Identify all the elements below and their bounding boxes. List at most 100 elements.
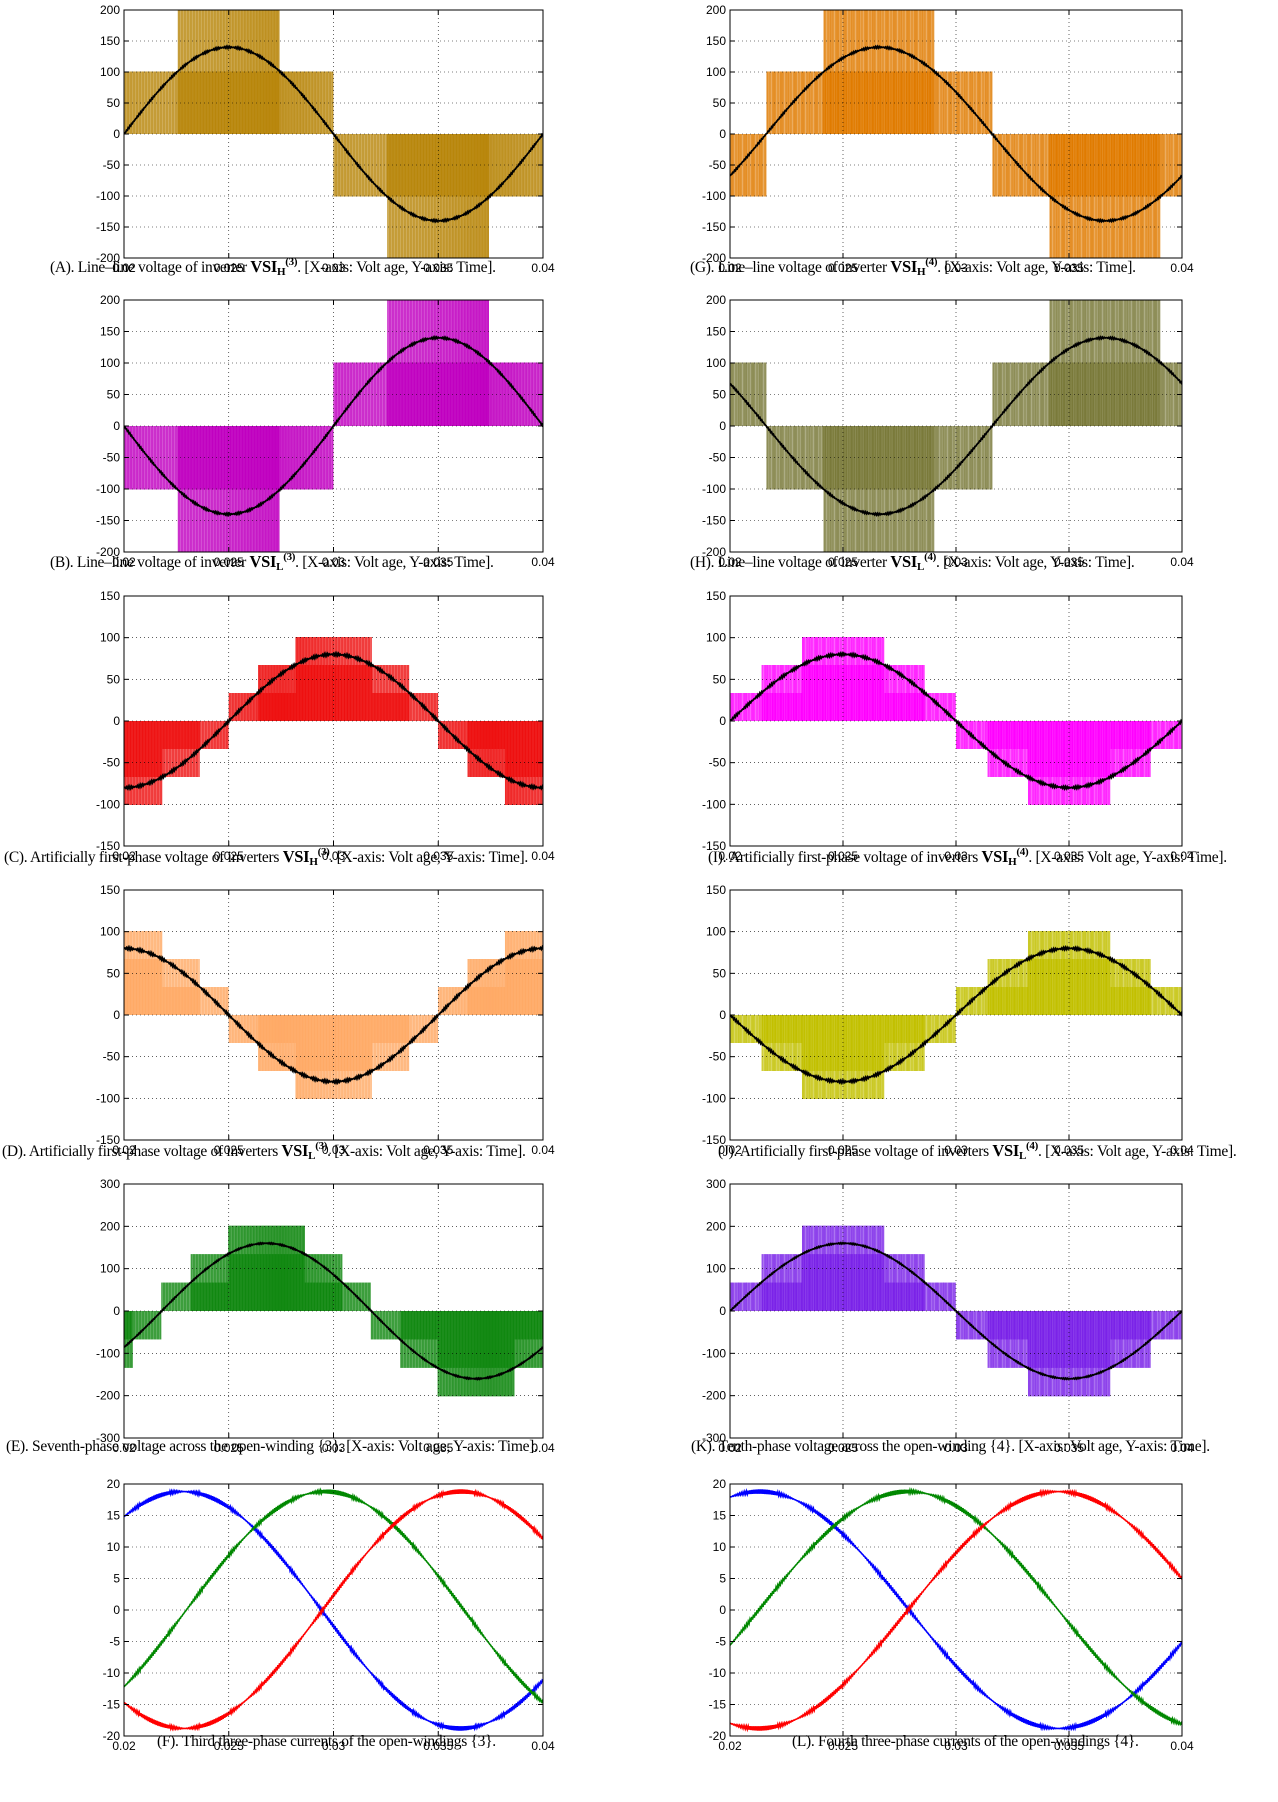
y-tick-label: 0 [113, 714, 120, 728]
y-tick-label: -150 [96, 220, 120, 234]
chart-svg-C: 0.02 0.025 0.03 0.035 0.04 -150 -100 -50 0 50 100 1… [96, 589, 555, 863]
caption-G: (G). Line–line voltage of inverter VSIH(… [690, 256, 1136, 278]
chart-svg-I: 0.02 0.025 0.03 0.035 0.04-150-100-500501001… [702, 589, 1194, 863]
pwm-band [124, 637, 543, 805]
chart-I: 0.02 0.025 0.03 0.035 0.04 -150 -100 -50 0 50 100 1… [684, 586, 1202, 866]
caption-sup: (3) [285, 256, 298, 268]
x-tick-label: 0.02 [112, 555, 136, 569]
y-tick-label: -150 [96, 839, 120, 853]
x-tick-label: 0.03 [322, 555, 346, 569]
caption-H: (H). Line–line voltage of inverter VSIL(… [690, 551, 1135, 573]
caption-sub: L [917, 561, 925, 573]
y-tick-label: -100 [96, 189, 120, 203]
x-tick-label: 0.035 [423, 555, 453, 569]
caption-vsi: VSI [890, 552, 918, 571]
chart-B: 0.02 0.025 0.03 0.035 0.04 -200 -150 -100 -50 0 50… [78, 290, 563, 572]
chart-svg-A: 0.02 0.025 0.03 0.035 0.04 -200 -150 -100 -50 0 50… [96, 3, 555, 275]
x-tick-label: 0.03 [322, 261, 346, 275]
y-tick-label: 150 [100, 34, 120, 48]
caption-B: (B). Line–line voltage of inverter VSIL(… [50, 551, 494, 573]
plot-data [124, 300, 543, 552]
y-tick-label: 150 [100, 589, 120, 603]
y-tick-label: 50 [107, 96, 121, 110]
y-tick-label: 150 [706, 325, 726, 339]
caption-sup: (3) [283, 551, 296, 563]
y-tick-label: 0 [719, 419, 726, 433]
reference-sine [730, 335, 1182, 517]
y-tick-label: 0 [719, 127, 726, 141]
y-tick-label: -200 [96, 251, 120, 265]
reference-sine [730, 44, 1182, 224]
y-tick-label: 150 [100, 325, 120, 339]
y-tick-label: 0 [113, 419, 120, 433]
x-tick-label: 0.04 [531, 261, 555, 275]
y-tick-label: -200 [702, 545, 726, 559]
caption-vsi: VSI [250, 257, 278, 276]
x-tick-label: 0.025 [828, 261, 858, 275]
plot-data [124, 10, 543, 258]
y-tick-label: 100 [100, 356, 120, 370]
y-tick-label: 150 [706, 34, 726, 48]
y-tick-label: -50 [103, 756, 121, 770]
caption-sup: (4) [924, 551, 937, 563]
caption-sub: H [917, 266, 926, 278]
reference-sine [124, 44, 543, 224]
y-tick-label: 200 [100, 3, 120, 17]
x-tick-label: 0.04 [531, 555, 555, 569]
y-tick-label: 200 [706, 293, 726, 307]
x-tick-label: 0.025 [214, 261, 244, 275]
x-tick-label: 0.02 [112, 849, 136, 863]
caption-pre: (H). Line–line voltage of inverter [690, 554, 891, 571]
y-tick-label: -50 [709, 451, 727, 465]
caption-vsi: VSI [282, 847, 310, 866]
y-tick-label: 50 [713, 388, 727, 402]
plot-data [124, 637, 543, 805]
y-tick-label: 200 [100, 293, 120, 307]
x-tick-label: 0.035 [1054, 555, 1084, 569]
y-tick-label: 50 [107, 672, 121, 686]
caption-sub: L [276, 561, 284, 573]
y-tick-label: -150 [702, 220, 726, 234]
reference-sine [124, 650, 543, 792]
x-tick-label: 0.035 [423, 849, 453, 863]
x-tick-label: 0.04 [531, 849, 555, 863]
y-tick-label: -50 [709, 158, 727, 172]
caption-post: . [X-axis: Volt age, Y-axis: Time]. [936, 554, 1135, 571]
y-tick-label: 200 [706, 3, 726, 17]
chart-G: 0.02 0.025 0.03 0.035 0.04 -200 -150 -100 -50 0 50… [684, 0, 1202, 278]
x-tick-label: 0.04 [1170, 261, 1194, 275]
chart-svg-G: 0.02 0.025 0.03 0.035 0.04 -200 -150 -100 -50 0 50… [702, 3, 1194, 275]
y-tick-label: 100 [706, 65, 726, 79]
chart-svg-H: 0.02 0.025 0.03 0.035 0.04 -200 -150 -100 -50 0 50… [702, 293, 1194, 569]
chart-H: 0.02 0.025 0.03 0.035 0.04 -200 -150 -100 -50 0 50… [684, 290, 1202, 572]
chart-C: 0.02 0.025 0.03 0.035 0.04 -150 -100 -50 0 50 100 1… [78, 586, 563, 866]
y-tick-label: -100 [96, 482, 120, 496]
caption-pre: (B). Line–line voltage of inverter [50, 554, 250, 571]
y-tick-label: -50 [103, 158, 121, 172]
x-tick-label: 0.02 [718, 261, 742, 275]
plot-data [730, 637, 1182, 805]
y-tick-label: -100 [96, 797, 120, 811]
pwm-band [730, 300, 1182, 552]
chart-svg-B: 0.02 0.025 0.03 0.035 0.04 -200 -150 -100 -50 0 50… [96, 293, 555, 569]
x-tick-label: 0.02 [718, 555, 742, 569]
chart-A: 0.02 0.025 0.03 0.035 0.04 -200 -150 -100 -50 0 50… [78, 0, 563, 278]
caption-C: (C). Artificially first-phase voltage of… [4, 846, 528, 868]
caption-sup: (3) [317, 846, 330, 858]
reference-sine [124, 334, 543, 518]
y-tick-label: 50 [107, 388, 121, 402]
plot-data [730, 300, 1182, 552]
x-tick-label: 0.02 [112, 261, 136, 275]
x-tick-label: 0.03 [944, 555, 968, 569]
x-tick-label: 0.04 [1170, 555, 1194, 569]
x-tick-label: 0.025 [214, 849, 244, 863]
y-tick-label: -200 [96, 545, 120, 559]
caption-sub: H [309, 856, 318, 868]
caption-vsi: VSI [890, 257, 918, 276]
y-tick-label: -200 [702, 251, 726, 265]
caption-pre: (G). Line–line voltage of inverter [690, 259, 891, 276]
caption-post: . [X-axis: Volt age, Y-axis: Time]. [329, 849, 529, 866]
x-tick-label: 0.03 [322, 849, 346, 863]
x-tick-label: 0.035 [1054, 261, 1084, 275]
